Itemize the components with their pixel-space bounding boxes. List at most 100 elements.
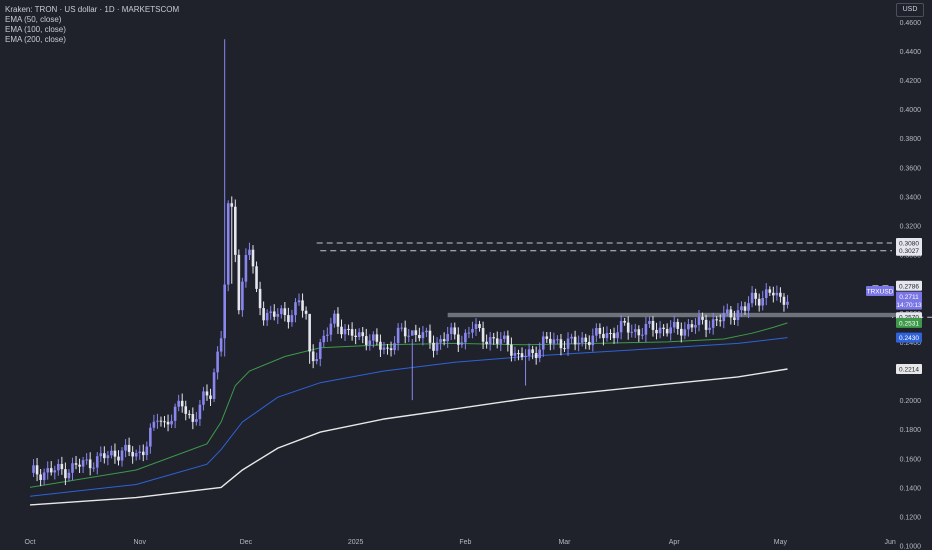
candle-body [35, 465, 39, 475]
candle-body [541, 336, 545, 350]
y-tick-label: 0.1600 [900, 456, 922, 463]
candle-body [750, 292, 754, 304]
candle-body [715, 319, 718, 321]
candle-body [269, 311, 272, 313]
candle-body [488, 337, 492, 345]
candle-body [474, 324, 478, 329]
candle-body [287, 315, 290, 323]
price-label-bg [896, 245, 922, 256]
price-label-bg [896, 332, 922, 343]
candle-body [772, 292, 775, 296]
ema100-line [29, 337, 788, 497]
candle-body [580, 337, 584, 343]
candle-body [559, 339, 563, 349]
candle-body [435, 342, 439, 351]
candle-body [655, 329, 658, 334]
price-label-bg [896, 363, 922, 374]
candle-body [471, 328, 474, 333]
candle-body [549, 338, 552, 344]
price-label-ema200: 0.2214 [899, 366, 919, 373]
candle-body [520, 353, 524, 357]
candle-body [110, 450, 113, 456]
candle-body [99, 453, 103, 457]
y-tick-label: 0.4400 [900, 49, 922, 56]
y-tick-label: 0.4000 [900, 107, 922, 114]
candle-body [697, 316, 701, 325]
candle-body [209, 395, 212, 399]
y-tick-label: 0.1200 [900, 515, 922, 522]
price-label-symbol: TRXUSD [867, 289, 894, 296]
candle-body [357, 332, 361, 337]
candle-body [612, 333, 616, 339]
candle-body [53, 470, 57, 473]
candle-body [481, 327, 485, 342]
candle-body [442, 339, 446, 342]
candle-body [410, 330, 414, 336]
y-tick-label: 0.3600 [900, 165, 922, 172]
candle-body [393, 343, 396, 351]
candle-body [524, 355, 527, 357]
candle-body [46, 468, 49, 473]
candle-body [587, 341, 591, 346]
candle-body [364, 336, 368, 345]
candle-body [517, 353, 520, 355]
candle-body [184, 406, 188, 414]
candle-body [138, 451, 142, 454]
candle-body [156, 420, 159, 422]
y-tick-label: 0.3400 [900, 194, 922, 201]
candle-body [237, 254, 241, 311]
candle-body [421, 332, 425, 339]
candle-body [141, 451, 145, 456]
candle-body [527, 349, 531, 356]
candle-body [457, 334, 460, 345]
candle-body [301, 300, 304, 311]
y-tick-label: 0.2400 [900, 340, 922, 347]
candle-body [563, 348, 566, 350]
candle-body [584, 337, 588, 342]
candle-body [605, 332, 609, 339]
candle-body [591, 335, 595, 346]
legend-title: Kraken: TRON · US dollar · 1D · MARKETSC… [5, 5, 180, 14]
price-label-price: 0.2711 [899, 294, 919, 301]
x-tick-label: Apr [669, 539, 681, 546]
candle-body [187, 413, 191, 415]
candle-body [226, 203, 230, 285]
candle-body [439, 339, 442, 343]
candle-body [531, 349, 534, 354]
candle-body [379, 341, 382, 350]
candle-body [757, 298, 761, 306]
candle-body [255, 266, 258, 289]
candle-body [241, 281, 244, 311]
candle-body [234, 206, 237, 255]
candle-body [449, 327, 453, 334]
candle-body [163, 421, 166, 423]
candle-body [718, 320, 722, 322]
candle-body [230, 203, 234, 207]
candle-body [680, 328, 683, 336]
candle-body [375, 334, 379, 342]
candle-body [64, 469, 67, 479]
price-label-bg [896, 237, 922, 248]
candle-body [694, 324, 697, 328]
candle-body [149, 427, 152, 447]
candle-body [658, 327, 662, 334]
candle-body [779, 292, 782, 297]
candle-body [495, 338, 499, 344]
candle-body [478, 324, 481, 328]
candle-body [665, 329, 669, 334]
candle-body [534, 353, 538, 359]
candle-body [340, 326, 343, 335]
x-tick-label: Dec [240, 539, 253, 546]
candle-body [743, 306, 747, 311]
candle-body [775, 292, 779, 296]
price-label-ema100: 0.2430 [899, 335, 919, 342]
candle-body [690, 324, 694, 328]
legend-ema100: EMA (100, close) [5, 25, 66, 34]
candle-body [602, 333, 605, 339]
currency-button[interactable]: USD [896, 3, 924, 17]
candle-body [669, 327, 672, 334]
candle-body [704, 319, 708, 330]
candle-body [407, 335, 411, 337]
candle-body [297, 300, 301, 303]
